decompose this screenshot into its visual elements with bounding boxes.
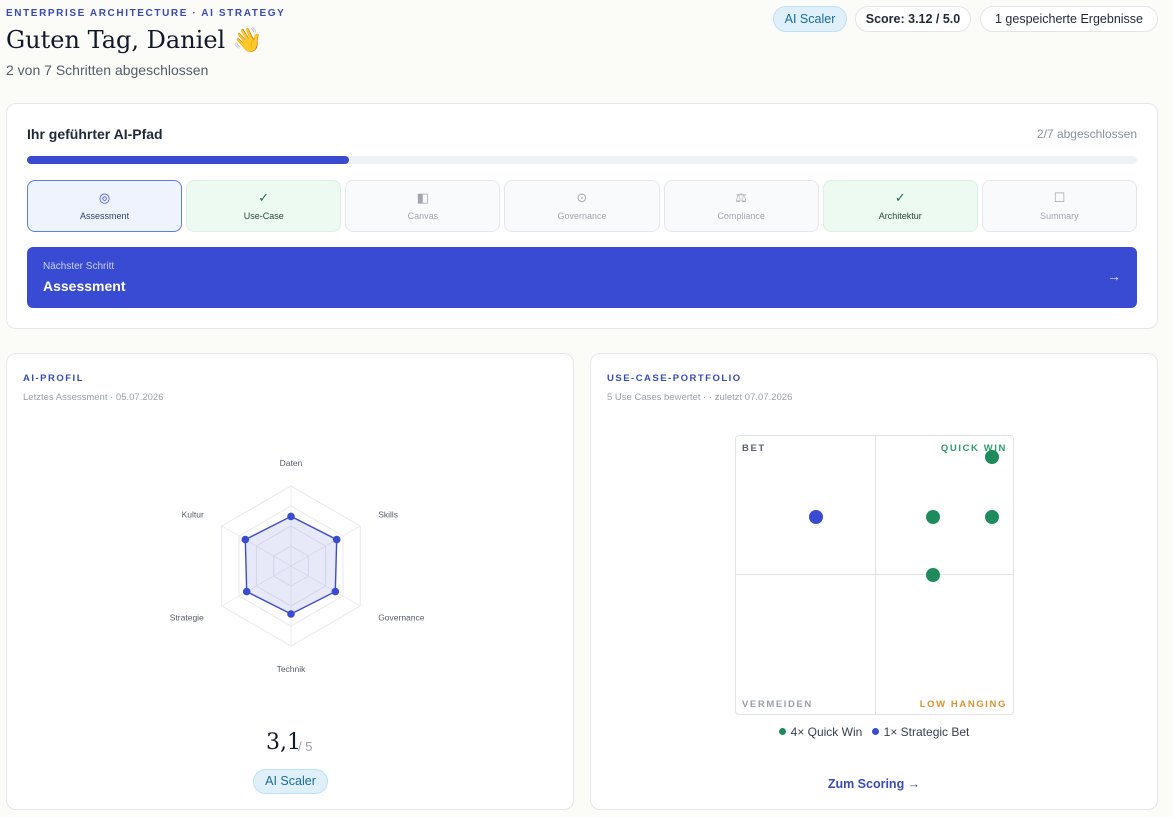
path-title: Ihr geführter AI-Pfad [27, 126, 163, 142]
radar-point [331, 587, 340, 596]
saved-results-badge[interactable]: 1 gespeicherte Ergebnisse [980, 6, 1158, 32]
step-label: Use-Case [243, 211, 284, 221]
use-case-dot[interactable] [985, 509, 1000, 524]
step-label: Governance [557, 211, 607, 221]
step-icon: ✓ [894, 190, 906, 205]
step-label: Compliance [717, 211, 765, 221]
radar-axis-label: Skills [378, 510, 398, 520]
profile-heading: AI-PROFIL [23, 373, 84, 384]
use-case-dot[interactable] [925, 509, 940, 524]
next-step-label: Nächster Schritt [43, 261, 115, 272]
score-badge: Score: 3.12 / 5.0 [855, 6, 971, 32]
ai-profile-card: AI-PROFIL Letztes Assessment · 05.07.202… [6, 353, 574, 810]
radar-axis-label: Kultur [182, 510, 204, 520]
step-list: ◎ Assessment ✓ Use-Case ◧ Canvas ⊙ Governance ⚖ C… [27, 180, 1137, 232]
portfolio-meta: 5 Use Cases bewertet · · zuletzt 07.07.2… [607, 392, 793, 403]
radar-chart: Daten Skills Governance Technik Strategie Kul… [170, 458, 425, 674]
next-step-button[interactable]: Nächster Schritt Assessment → [27, 247, 1137, 308]
radar-point [241, 535, 250, 544]
path-count: 2/7 abgeschlossen [1036, 127, 1137, 141]
quadrant-label-avoid: VERMEIDEN [742, 699, 813, 710]
step-icon: ◧ [416, 190, 429, 205]
progress-summary: 2 von 7 Schritten abgeschlossen [6, 62, 209, 78]
step-icon: ☐ [1053, 190, 1066, 205]
step-icon: ✓ [258, 190, 270, 205]
step-canvas[interactable]: ◧ Canvas [345, 180, 501, 232]
step-label: Summary [1040, 211, 1079, 221]
legend-item-quick-win: 4× Quick Win [778, 725, 863, 739]
page-eyebrow: ENTERPRISE ARCHITECTURE · AI STRATEGY [6, 8, 286, 19]
quadrant-label-quick-win: QUICK WIN [940, 443, 1007, 454]
radar-spoke [221, 565, 292, 607]
page-title: Guten Tag, Daniel 👋 [6, 26, 263, 54]
radar-spoke [290, 525, 361, 567]
legend-dot [871, 728, 879, 735]
matrix-divider-vertical [875, 436, 876, 714]
radar-axis-label: Daten [280, 458, 303, 468]
step-assessment[interactable]: ◎ Assessment [27, 180, 183, 232]
path-progress-fill [27, 156, 349, 164]
step-label: Assessment [80, 211, 130, 221]
profile-score-max: / 5 [298, 739, 313, 754]
use-case-dot[interactable] [985, 449, 1000, 464]
radar-point [332, 535, 341, 544]
profile-level-badge: AI Scaler [253, 769, 328, 794]
legend-item-strategic-bet: 1× Strategic Bet [871, 725, 970, 739]
step-architektur[interactable]: ✓ Architektur [822, 180, 978, 232]
use-case-portfolio-card: USE-CASE-PORTFOLIO 5 Use Cases bewertet … [590, 353, 1158, 810]
arrow-right-icon: → [1107, 268, 1121, 284]
radar-axis-label: Strategie [170, 613, 204, 623]
radar-spoke [221, 525, 292, 567]
step-icon: ⊙ [576, 190, 588, 205]
quadrant-label-bet: BET [742, 443, 766, 454]
profile-meta: Letztes Assessment · 05.07.2026 [23, 392, 164, 403]
legend-dot [778, 728, 786, 735]
matrix-divider-horizontal [736, 574, 1013, 575]
step-icon: ◎ [98, 190, 111, 205]
step-icon: ⚖ [735, 190, 747, 205]
portfolio-heading: USE-CASE-PORTFOLIO [607, 373, 742, 384]
step-label: Architektur [878, 211, 922, 221]
step-label: Canvas [407, 211, 439, 221]
radar-axis-label: Technik [277, 664, 307, 674]
radar-point [287, 610, 295, 618]
quadrant-label-low-hanging: LOW HANGING [919, 699, 1007, 710]
portfolio-matrix: BET QUICK WIN VERMEIDEN LOW HANGING [735, 435, 1014, 715]
level-badge: AI Scaler [773, 6, 847, 32]
radar-area [244, 515, 338, 615]
radar-point [242, 587, 251, 596]
path-progress-bar [27, 156, 1137, 164]
radar-axis-label: Governance [378, 613, 425, 623]
guided-path-card: Ihr geführter AI-Pfad 2/7 abgeschlossen … [6, 103, 1158, 329]
use-case-dot[interactable] [809, 509, 824, 524]
legend-label: 4× Quick Win [790, 725, 863, 739]
step-use-case[interactable]: ✓ Use-Case [186, 180, 342, 232]
next-step-title: Assessment [43, 278, 126, 294]
portfolio-legend: 4× Quick Win 1× Strategic Bet [591, 725, 1157, 739]
radar-point [287, 512, 295, 521]
legend-label: 1× Strategic Bet [883, 725, 970, 739]
use-case-dot[interactable] [925, 568, 940, 582]
step-compliance[interactable]: ⚖ Compliance [663, 180, 819, 232]
profile-score: 3,1 [266, 730, 301, 755]
radar-spoke [290, 565, 361, 607]
step-summary[interactable]: ☐ Summary [981, 180, 1137, 232]
to-scoring-link[interactable]: Zum Scoring → [827, 777, 921, 791]
step-governance[interactable]: ⊙ Governance [504, 180, 660, 232]
